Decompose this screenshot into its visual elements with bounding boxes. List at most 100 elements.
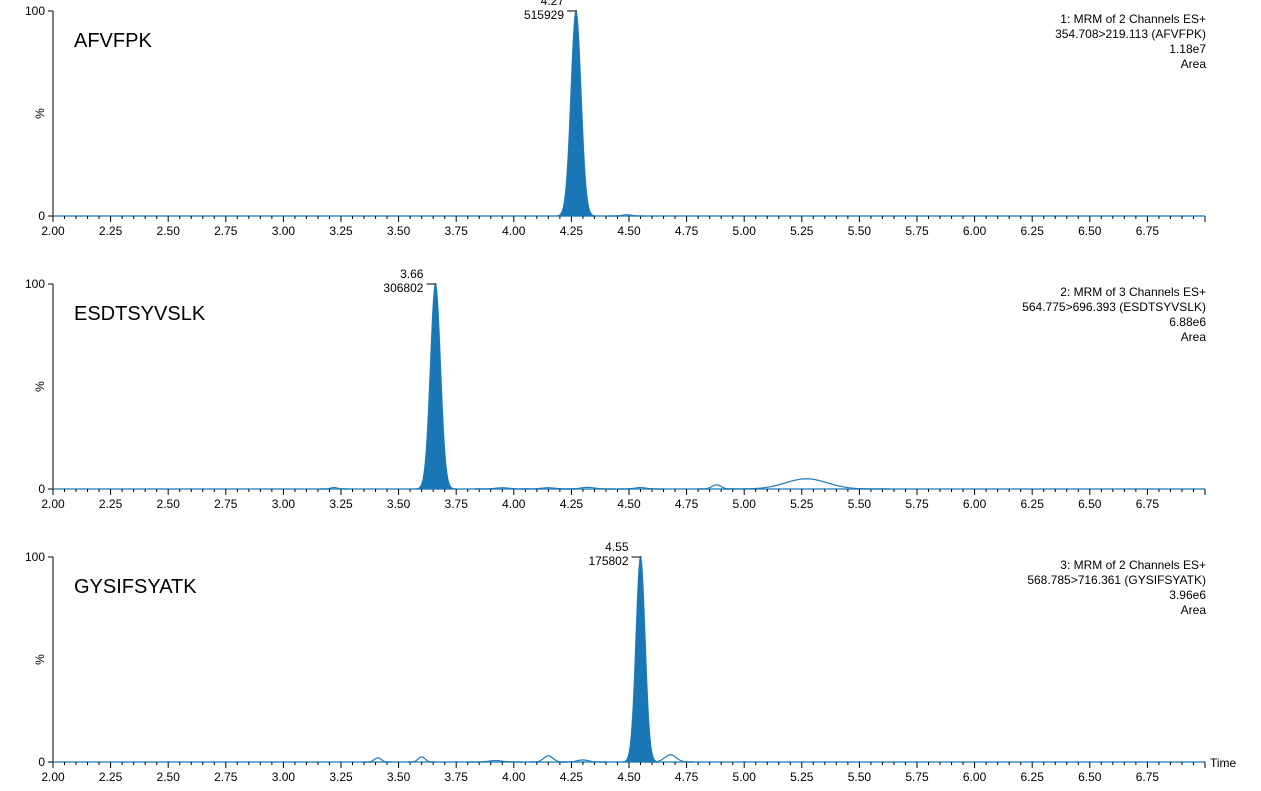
x-tick-label: 4.25 [560,770,584,784]
channel-info-line: 564.775>696.393 (ESDTSYVSLK) [1022,300,1206,314]
peak-7 [723,478,890,490]
chromatogram-panel-1: 0 100% 2.00 2.25 2.50 2.75 3.00 3.25 3.50 3.75 4.0… [25,0,1206,238]
peak-rt-label: 4.27 [541,0,565,8]
peak-rt-label: 4.55 [605,540,629,554]
compound-label: ESDTSYVSLK [74,303,206,325]
peak-0 [622,555,659,763]
channel-info-line: 354.708>219.113 (AFVFPK) [1055,27,1206,41]
x-tick-label: 2.75 [214,497,238,511]
x-tick-label: 3.50 [387,224,411,238]
x-tick-label: 5.75 [905,224,929,238]
x-tick-label: 3.00 [272,770,296,784]
x-tick-label: 5.25 [790,224,814,238]
peak-1 [364,757,392,763]
x-tick-label: 5.50 [848,770,872,784]
channel-info-line: 568.785>716.361 (GYSIFSYATK) [1027,573,1206,587]
peak-0 [415,282,456,490]
x-tick-label: 5.00 [733,770,757,784]
x-tick-label: 3.50 [387,497,411,511]
x-tick-label: 6.50 [1078,497,1102,511]
channel-info-line: Area [1181,603,1207,617]
channel-info-line: 6.88e6 [1169,315,1206,329]
x-tick-label: 2.25 [99,224,123,238]
x-tick-label: 5.00 [733,497,757,511]
peak-1 [608,214,646,217]
x-tick-label: 4.25 [560,497,584,511]
x-tick-label: 4.00 [502,224,526,238]
x-tick-label: 4.50 [617,224,641,238]
channel-info-line: 3.96e6 [1169,588,1206,602]
x-tick-label: 3.25 [329,497,353,511]
x-tick-label: 2.00 [41,224,65,238]
y-tick-label: 100 [25,550,45,564]
y-axis-label: % [33,654,47,665]
chromatogram-panel-2: 0 100% 2.00 2.25 2.50 2.75 3.00 3.25 3.50 3.75 4.0… [25,267,1206,511]
channel-info-line: 3: MRM of 2 Channels ES+ [1060,558,1206,572]
x-tick-label: 2.25 [99,770,123,784]
x-tick-label: 4.00 [502,770,526,784]
peak-0 [555,9,597,217]
y-tick-label: 0 [38,209,45,223]
x-tick-label: 5.50 [848,497,872,511]
channel-info-line: Area [1181,57,1207,71]
x-tick-label: 6.75 [1136,497,1160,511]
x-tick-label: 3.25 [329,224,353,238]
x-tick-label: 6.00 [963,224,987,238]
x-tick-label: 5.75 [905,497,929,511]
x-tick-label: 6.50 [1078,224,1102,238]
y-tick-label: 0 [38,755,45,769]
x-tick-label: 2.00 [41,770,65,784]
x-tick-label: 3.00 [272,224,296,238]
y-tick-label: 100 [25,277,45,291]
x-tick-label: 3.50 [387,770,411,784]
chromatogram-panel-3: 0 100% 2.00 2.25 2.50 2.75 3.00 3.25 3.50 3.75 4.0… [25,540,1237,784]
x-tick-label: 6.50 [1078,770,1102,784]
compound-label: GYSIFSYATK [74,576,197,598]
peak-value-label: 306802 [383,281,423,295]
compound-label: AFVFPK [74,30,152,52]
x-tick-label: 6.25 [1021,224,1045,238]
x-tick-label: 6.00 [963,497,987,511]
y-axis-label: % [33,381,47,392]
channel-info-line: 1.18e7 [1169,42,1206,56]
x-tick-label: 4.75 [675,224,699,238]
peak-4 [529,755,567,763]
channel-info-line: 2: MRM of 3 Channels ES+ [1060,285,1206,299]
x-tick-label: 6.00 [963,770,987,784]
x-tick-label: 5.25 [790,497,814,511]
peak-rt-label: 3.66 [400,267,424,281]
x-tick-label: 4.75 [675,497,699,511]
x-tick-label: 6.75 [1136,224,1160,238]
x-tick-label: 5.75 [905,770,929,784]
peak-value-label: 515929 [524,8,564,22]
peak-3 [467,759,524,763]
x-tick-label: 4.75 [675,770,699,784]
peak-2 [407,756,436,763]
x-tick-label: 2.50 [157,224,181,238]
peak-5 [559,759,606,763]
y-tick-label: 0 [38,482,45,496]
x-tick-label: 3.75 [445,497,469,511]
x-tick-label: 5.00 [733,224,757,238]
x-tick-label: 4.50 [617,497,641,511]
y-axis-label: % [33,108,47,119]
x-tick-label: 5.25 [790,770,814,784]
y-tick-label: 100 [25,4,45,18]
x-tick-label: 3.75 [445,224,469,238]
peak-1 [320,486,348,490]
channel-info-line: 1: MRM of 2 Channels ES+ [1060,12,1206,26]
x-tick-label: 4.00 [502,497,526,511]
x-tick-label: 3.00 [272,497,296,511]
peak-6 [647,754,694,763]
x-tick-label: 2.50 [157,497,181,511]
x-tick-label: 2.75 [214,770,238,784]
peak-5 [617,486,664,490]
x-tick-label: 6.25 [1021,497,1045,511]
x-tick-label: 5.50 [848,224,872,238]
peak-4 [559,486,616,490]
channel-info-line: Area [1181,330,1207,344]
peak-value-label: 175802 [588,554,628,568]
x-tick-label: 2.25 [99,497,123,511]
x-tick-label: 2.50 [157,770,181,784]
